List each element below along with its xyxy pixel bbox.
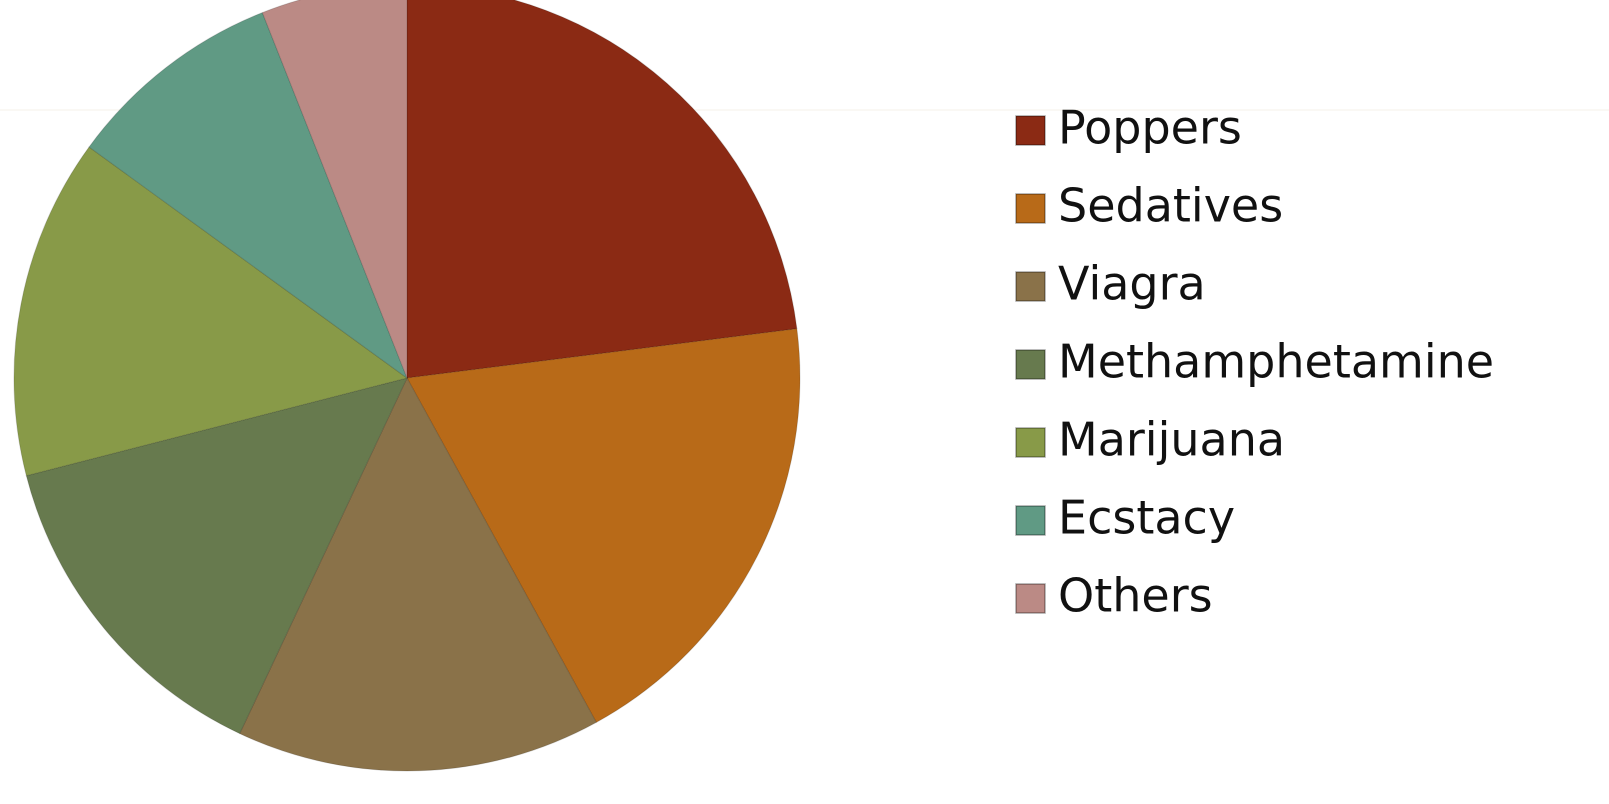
legend-swatch: [1015, 349, 1046, 380]
legend-swatch: [1015, 271, 1046, 302]
legend: Poppers Sedatives Viagra Methamphetamine Mar…: [1015, 101, 1494, 623]
legend-label: Methamphetamine: [1058, 335, 1494, 389]
legend-label: Ecstacy: [1058, 491, 1235, 545]
legend-swatch: [1015, 505, 1046, 536]
pie-slice: [25, 377, 408, 735]
legend-swatch: [1015, 583, 1046, 614]
legend-swatch: [1015, 115, 1046, 146]
legend-swatch: [1015, 193, 1046, 224]
legend-label: Marijuana: [1058, 413, 1285, 467]
legend-label: Others: [1058, 569, 1213, 623]
legend-swatch: [1015, 427, 1046, 458]
pie-slice: [239, 376, 598, 772]
legend-label: Viagra: [1058, 257, 1206, 311]
legend-label: Sedatives: [1058, 179, 1283, 233]
pie-slice: [261, 0, 408, 379]
pie-slice: [13, 146, 409, 477]
pie-slice: [406, 0, 798, 379]
pie-slice: [88, 11, 409, 380]
legend-label: Poppers: [1058, 101, 1242, 155]
pie-slice: [406, 328, 801, 724]
pie: [13, 0, 801, 772]
